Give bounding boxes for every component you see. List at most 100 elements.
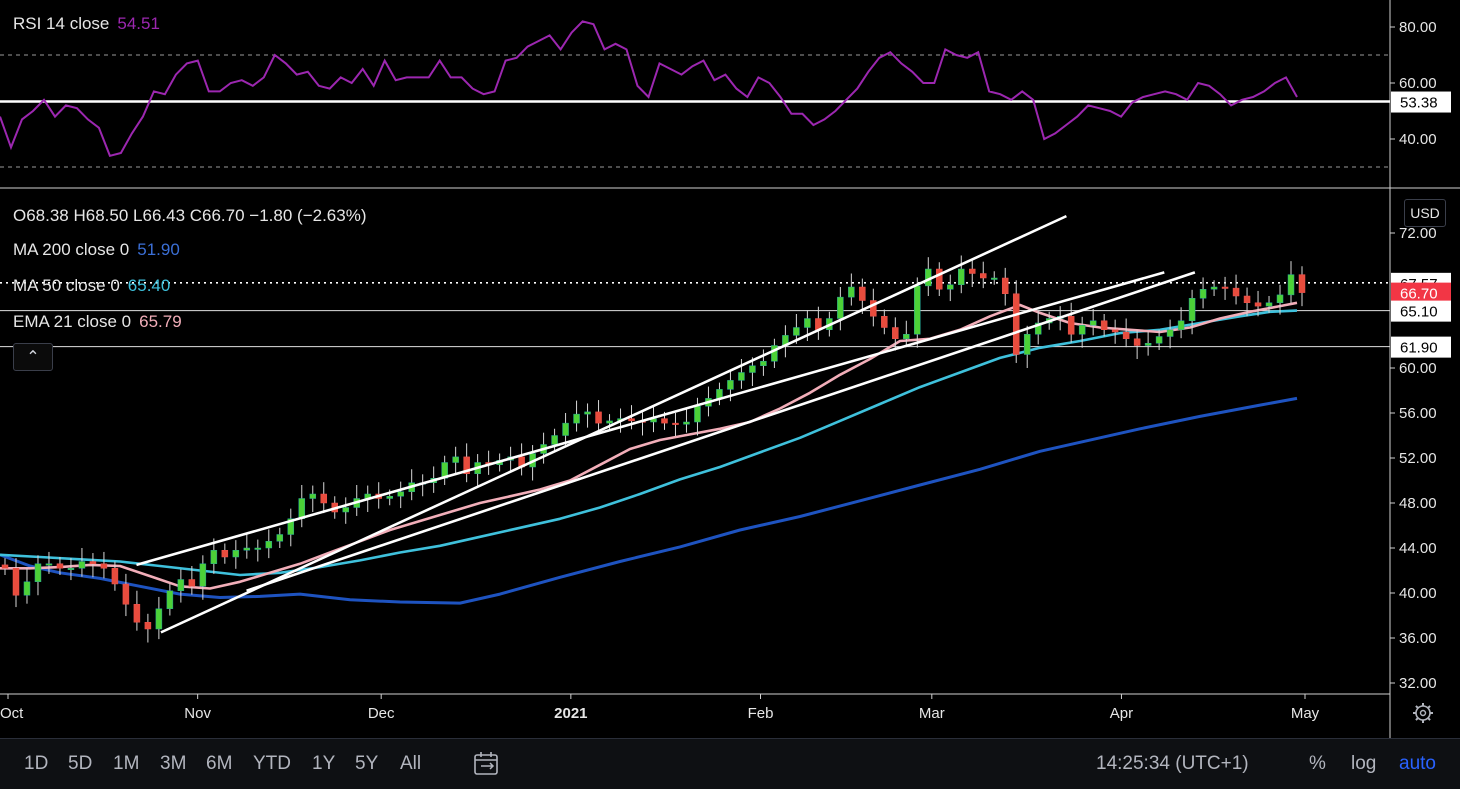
candle (210, 538, 218, 574)
candle (595, 400, 602, 434)
ema21-legend-label: EMA 21 close 0 (13, 312, 132, 331)
price-tick-label: 36.00 (1399, 630, 1437, 647)
range-5y-button[interactable]: 5Y (355, 753, 379, 774)
rsi-legend-value: 54.51 (117, 14, 160, 33)
log-scale-button[interactable]: log (1351, 753, 1377, 774)
candle (320, 482, 328, 514)
candle (1, 558, 9, 575)
candle-body (177, 579, 185, 591)
candle (45, 551, 53, 574)
candle-body (683, 421, 690, 425)
candle-body (573, 413, 580, 424)
range-ytd-button[interactable]: YTD (253, 753, 291, 774)
gear-icon-tooth (1415, 705, 1419, 709)
rsi-line (0, 20, 1298, 157)
price-tick-label: 48.00 (1399, 495, 1437, 512)
candle-body (1133, 338, 1141, 346)
price-badge-text: 66.70 (1400, 286, 1438, 303)
candle-body (1188, 298, 1196, 321)
price-tick-label: 60.00 (1399, 360, 1437, 377)
candle (232, 540, 240, 569)
candle (870, 288, 877, 327)
gear-icon-tooth (1427, 705, 1431, 709)
candle (1265, 296, 1273, 313)
candle-body (342, 507, 349, 513)
candle-body (1166, 329, 1174, 337)
candle-body (936, 268, 943, 290)
candle (1144, 331, 1152, 356)
candle (1221, 276, 1229, 300)
range-5d-button[interactable]: 5D (68, 753, 93, 774)
candle-body (1012, 293, 1020, 355)
percent-scale-button[interactable]: % (1309, 753, 1326, 774)
trend-channel-line-0 (160, 214, 1067, 634)
candle-body (749, 365, 756, 373)
bottom-toolbar: 1D 5D 1M 3M 6M YTD 1Y 5Y All 14:25:34 (U… (0, 738, 1460, 789)
candle-body (793, 327, 800, 336)
range-3m-button[interactable]: 3M (160, 753, 187, 774)
candle (738, 359, 745, 389)
candle-body (903, 334, 910, 339)
candle (1089, 308, 1097, 336)
rsi-legend-label: RSI 14 close (13, 14, 110, 33)
range-all-button[interactable]: All (400, 753, 422, 774)
candle-body (100, 563, 108, 569)
price-tick-label: 32.00 (1399, 675, 1437, 692)
candle-body (1210, 286, 1218, 290)
candle (474, 454, 481, 488)
candle-body (595, 411, 602, 424)
ma-line-1 (0, 309, 1298, 577)
candle (716, 382, 723, 406)
timezone-clock[interactable]: 14:25:34 (UTC+1) (1096, 753, 1249, 774)
candle (78, 548, 86, 577)
candle-body (23, 581, 31, 596)
candle (342, 497, 349, 524)
candle (1166, 319, 1174, 349)
candle (925, 257, 932, 296)
candle-body (1089, 320, 1097, 326)
candle (1199, 277, 1207, 309)
range-1d-button[interactable]: 1D (24, 753, 49, 774)
calendar-range-icon[interactable] (473, 751, 501, 777)
collapse-legend-button[interactable]: ⌃ (13, 343, 53, 371)
ma50-legend-value: 65.40 (127, 276, 171, 295)
candle-body (551, 435, 558, 445)
candle-body (397, 491, 404, 497)
currency-button[interactable]: USD (1404, 199, 1446, 227)
auto-scale-button[interactable]: auto (1399, 753, 1436, 774)
candle-body (463, 456, 470, 474)
candle-body (1078, 325, 1086, 335)
gear-icon-tooth (1427, 717, 1431, 721)
ema21-legend-value: 65.79 (139, 312, 182, 331)
gear-icon (1413, 703, 1433, 723)
price-tick-label: 72.00 (1399, 225, 1437, 242)
candle (672, 413, 679, 437)
rsi-tick-label: 60.00 (1399, 75, 1437, 92)
time-tick-label: May (1291, 705, 1320, 722)
price-tick-label: 56.00 (1399, 405, 1437, 422)
ma200-legend-value: 51.90 (137, 240, 180, 259)
candle-body (166, 590, 174, 609)
candle-body (276, 534, 284, 542)
candle (518, 443, 525, 476)
candle (1155, 329, 1163, 350)
candle (1188, 289, 1196, 335)
candle (1243, 287, 1251, 317)
candle (100, 551, 108, 579)
price-badge (1391, 336, 1451, 358)
candle (683, 408, 690, 433)
candle-body (1298, 274, 1306, 293)
candle-body (969, 268, 976, 274)
candle-body (309, 493, 317, 499)
chevron-up-icon: ⌃ (26, 349, 40, 366)
candle-body (859, 286, 866, 301)
candle-body (694, 406, 701, 423)
time-tick-label: Mar (919, 705, 945, 722)
time-tick-label: Oct (0, 705, 24, 722)
candle-body (1100, 320, 1108, 330)
range-6m-button[interactable]: 6M (206, 753, 233, 774)
candle (837, 287, 844, 331)
range-1m-button[interactable]: 1M (113, 753, 140, 774)
range-1y-button[interactable]: 1Y (312, 753, 336, 774)
candle (265, 529, 273, 559)
